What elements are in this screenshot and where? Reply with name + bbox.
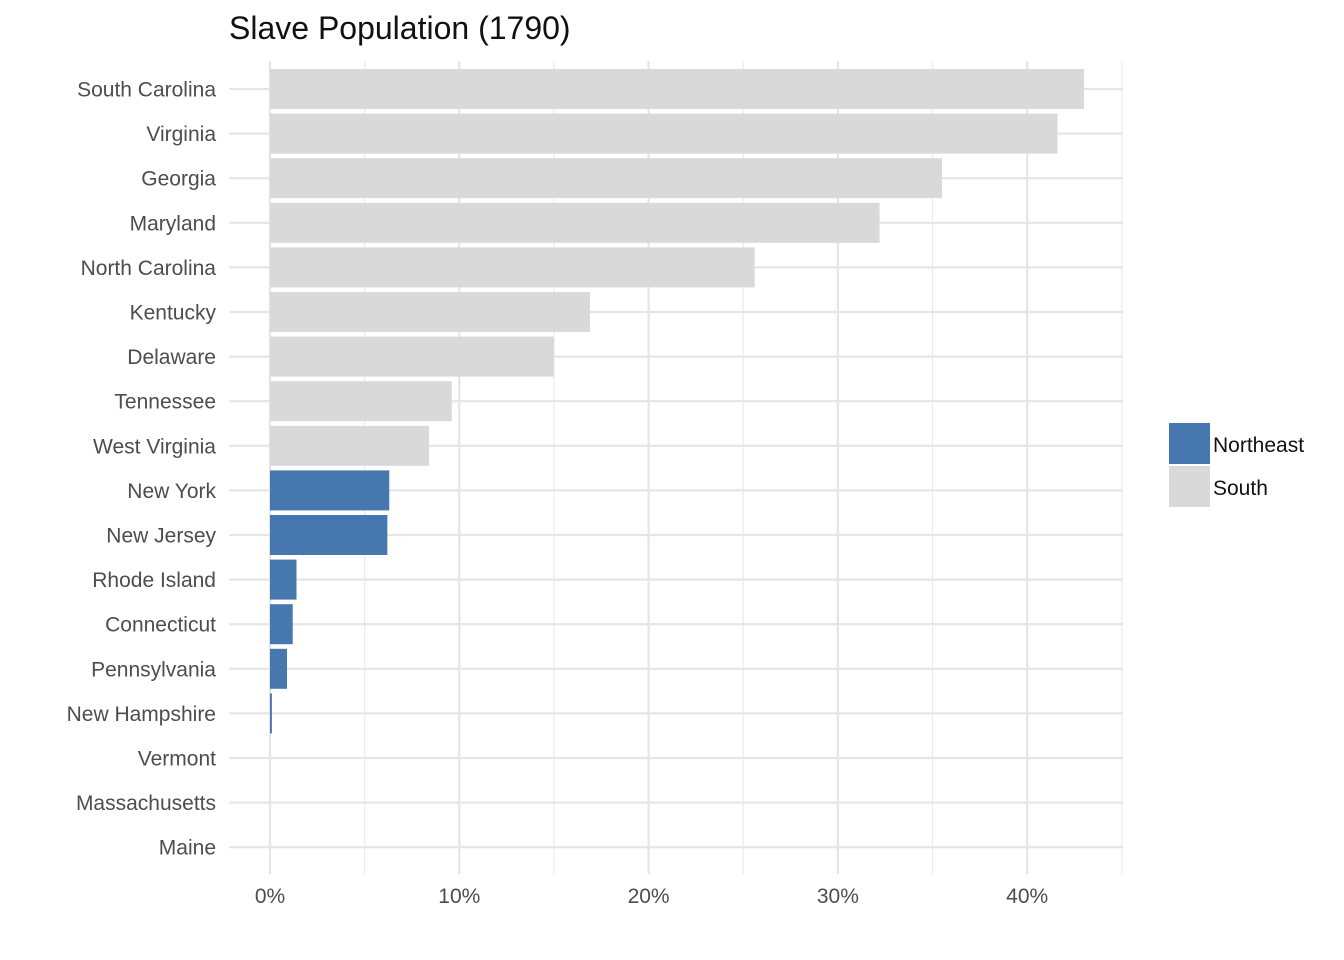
x-tick-label: 30%: [817, 885, 859, 908]
y-tick-label: Vermont: [138, 748, 216, 771]
y-tick-label: Tennessee: [114, 391, 216, 414]
x-tick-label: 10%: [438, 885, 480, 908]
legend-key-northeast: [1169, 423, 1210, 464]
bar-virginia: [270, 113, 1058, 154]
bar-west-virginia: [270, 425, 430, 466]
bar-delaware: [270, 336, 554, 377]
y-tick-label: North Carolina: [81, 257, 217, 280]
bar-connecticut: [270, 604, 293, 645]
bar-maryland: [270, 202, 880, 243]
bar-south-carolina: [270, 69, 1084, 109]
bar-new-jersey: [270, 515, 388, 555]
bar-georgia: [270, 158, 943, 199]
x-tick-label: 0%: [255, 885, 285, 908]
bar-tennessee: [270, 381, 452, 422]
legend-label-south: South: [1213, 477, 1268, 500]
legend-label-northeast: Northeast: [1213, 434, 1304, 457]
y-tick-label: Virginia: [146, 123, 216, 146]
y-axis: South Carolina Virginia Georgia Maryland Nor…: [67, 79, 217, 860]
y-tick-label: Kentucky: [130, 302, 217, 325]
chart-title: Slave Population (1790): [229, 10, 571, 46]
y-tick-label: New Hampshire: [67, 703, 216, 726]
y-tick-label: Massachusetts: [76, 792, 216, 815]
legend-key-south: [1169, 466, 1210, 507]
y-tick-label: Rhode Island: [92, 569, 216, 592]
legend: Northeast South: [1169, 423, 1304, 507]
y-tick-label: South Carolina: [77, 79, 216, 102]
y-tick-label: Delaware: [127, 346, 216, 369]
bar-new-york: [270, 470, 390, 511]
bar-pennsylvania: [270, 648, 288, 689]
bar-north-carolina: [270, 247, 755, 288]
x-axis: 0% 10% 20% 30% 40%: [255, 885, 1048, 908]
bar-layer: [270, 69, 1084, 734]
y-tick-label: New York: [127, 480, 216, 503]
y-tick-label: New Jersey: [106, 525, 216, 548]
x-tick-label: 40%: [1006, 885, 1048, 908]
y-tick-label: Connecticut: [105, 614, 216, 637]
bar-new-hampshire: [270, 693, 272, 734]
y-tick-label: Pennsylvania: [91, 658, 216, 681]
x-tick-label: 20%: [628, 885, 670, 908]
y-tick-label: West Virginia: [93, 435, 216, 458]
y-tick-label: Maryland: [130, 212, 216, 235]
y-tick-label: Georgia: [141, 168, 216, 191]
bar-rhode-island: [270, 559, 297, 600]
y-tick-label: Maine: [159, 837, 216, 860]
bar-kentucky: [270, 292, 590, 332]
